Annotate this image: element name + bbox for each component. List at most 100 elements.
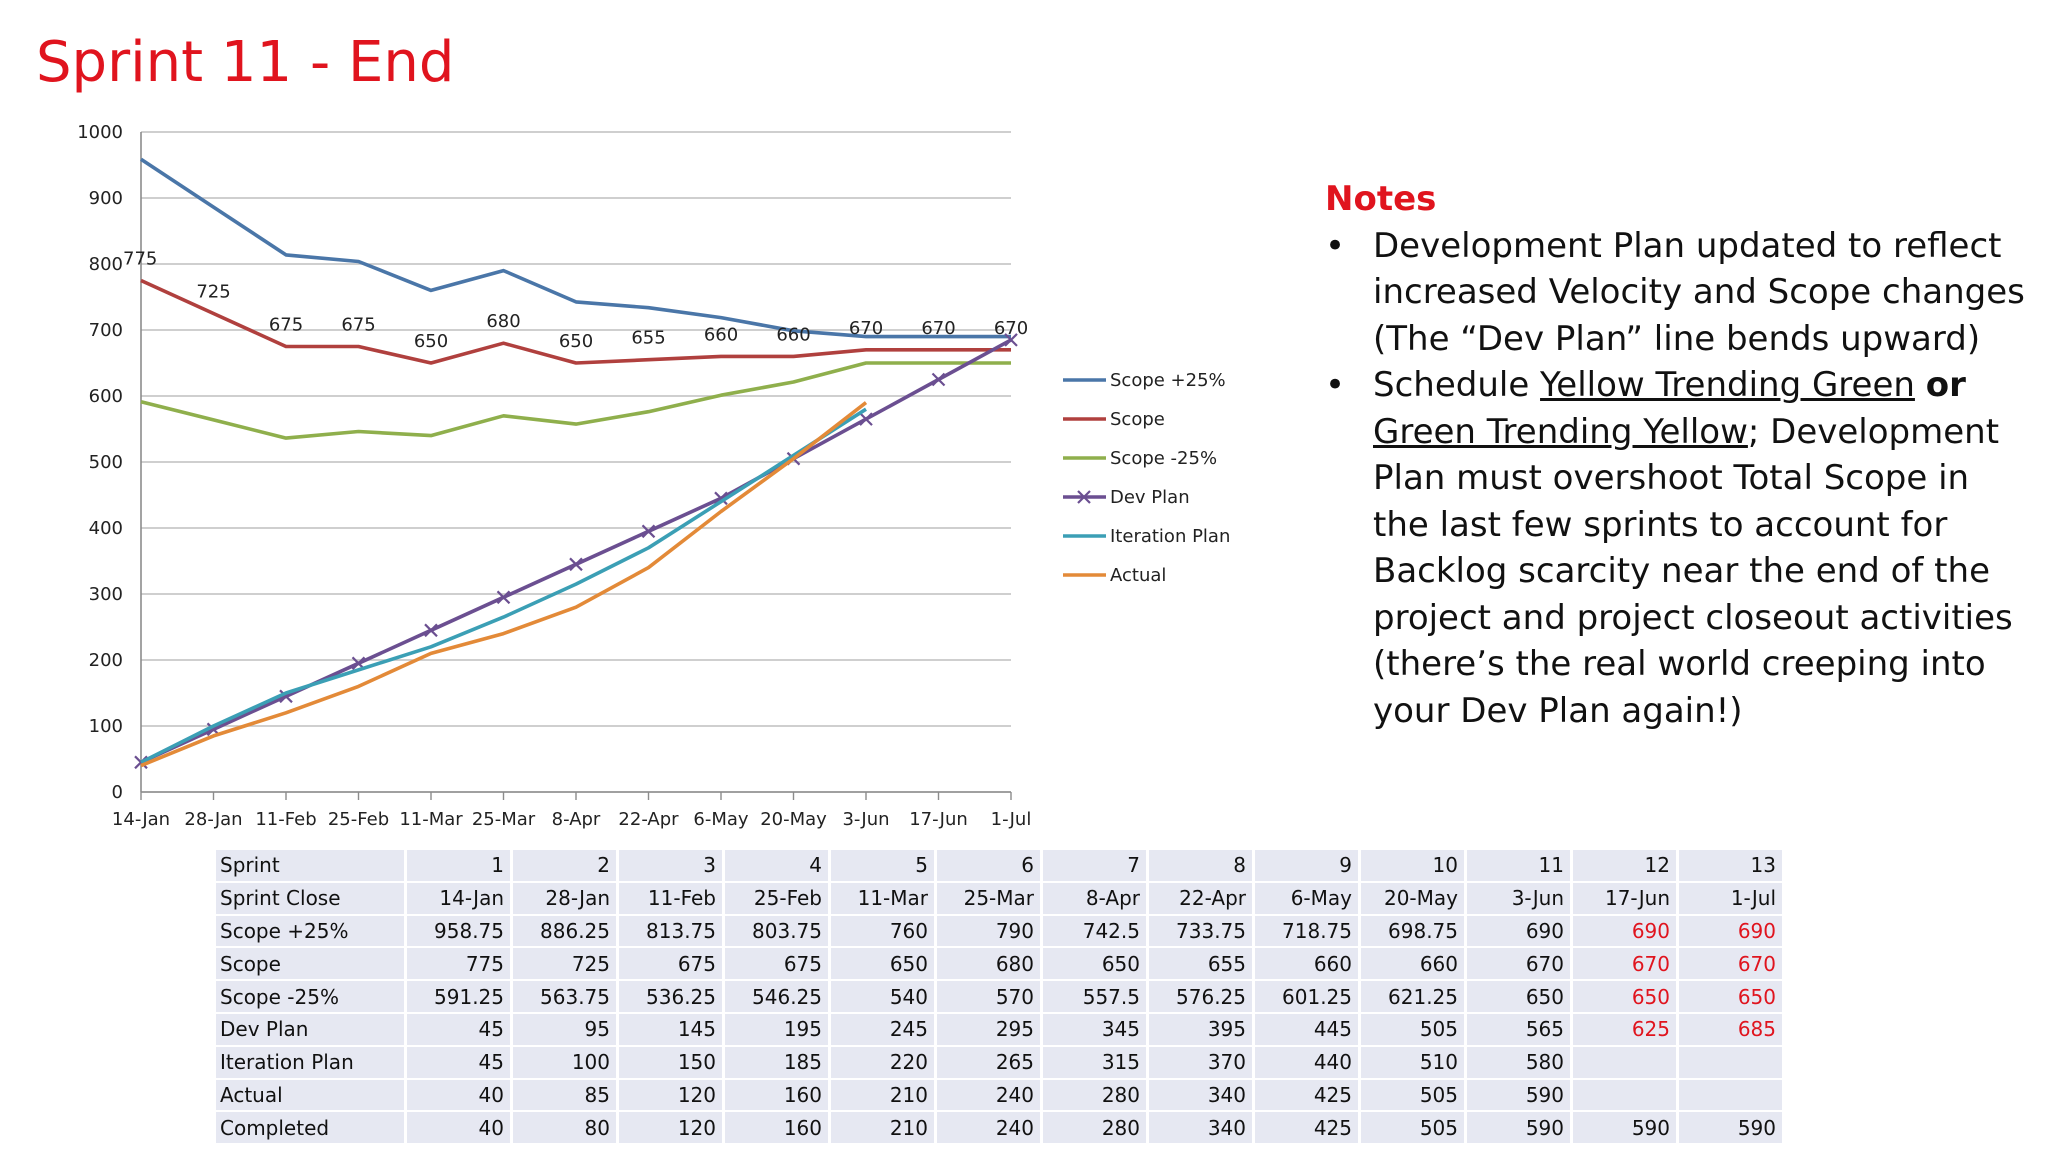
table-cell: 160 xyxy=(723,1111,831,1146)
bullet-icon: • xyxy=(1325,365,1346,405)
burnup-chart: 0 100 200 300 400 500 600 700 800 900 1000 14-Jan 28… xyxy=(77,122,1230,830)
table-cell: 580 xyxy=(1465,1045,1573,1080)
table-row-label: Sprint Close xyxy=(216,881,407,916)
table-cell: 8 xyxy=(1147,850,1255,883)
y-tick-label: 300 xyxy=(89,584,123,605)
x-marker xyxy=(496,590,511,605)
table-row-label: Actual xyxy=(216,1078,407,1113)
table-cell: 590 xyxy=(1465,1111,1573,1146)
notes-item-2-part: Schedule xyxy=(1373,365,1541,405)
table-cell: 563.75 xyxy=(511,980,619,1014)
x-marker xyxy=(859,412,873,426)
table-cell: 813.75 xyxy=(617,914,725,949)
table-cell: 8-Apr xyxy=(1041,881,1149,916)
series-line-actual xyxy=(140,401,868,768)
x-marker xyxy=(424,623,438,638)
table-cell: 120 xyxy=(617,1111,725,1146)
y-tick-label: 0 xyxy=(112,782,123,803)
sprint-data-table: Sprint 1 2 3 4 5 6 7 8 9 10 11 12 13 Sprint Close 14-Ja… xyxy=(216,850,1785,1146)
notes-green-trending-yellow: Green Trending Yellow xyxy=(1373,411,1748,452)
x-marker xyxy=(1004,333,1018,347)
y-tick-label: 400 xyxy=(89,518,123,539)
table-cell: 660 xyxy=(1359,947,1467,982)
data-point-dev-plan xyxy=(569,557,583,572)
legend-label: Scope xyxy=(1110,409,1165,430)
table-cell: 295 xyxy=(935,1012,1043,1047)
table-row-label: Iteration Plan xyxy=(216,1045,407,1080)
table-cell: 85 xyxy=(511,1078,619,1113)
table-cell: 145 xyxy=(617,1012,725,1047)
table-cell: 445 xyxy=(1253,1012,1361,1047)
notes-item-2-part xyxy=(1915,365,1926,405)
table-cell: 120 xyxy=(617,1078,725,1113)
table-cell: 546.25 xyxy=(723,980,831,1014)
table-cell xyxy=(1571,1078,1679,1113)
data-label-scope: 660 xyxy=(776,324,810,345)
x-marker xyxy=(931,372,946,387)
data-label-scope: 660 xyxy=(704,324,738,345)
legend-entry-iteration-plan: Iteration Plan xyxy=(1063,526,1230,547)
x-tick-label: 1-Jul xyxy=(991,809,1032,830)
table-cell: 590 xyxy=(1677,1111,1785,1146)
x-tick-label: 22-Apr xyxy=(618,809,679,830)
table-row: Sprint 1 2 3 4 5 6 7 8 9 10 11 12 13 xyxy=(216,850,1785,883)
table-cell: 2 xyxy=(511,850,619,883)
table-cell: 345 xyxy=(1041,1012,1149,1047)
table-cell: 590 xyxy=(1465,1078,1573,1113)
x-tick-label: 14-Jan xyxy=(112,809,170,830)
chart-legend: Scope +25% Scope Scope -25% Dev Plan Iterati… xyxy=(1063,370,1230,586)
table-cell: 690 xyxy=(1677,914,1785,949)
table-cell: 6 xyxy=(935,850,1043,883)
table-cell: 1-Jul xyxy=(1677,881,1785,916)
notes-item-2-part: ; Development Plan must overshoot Total … xyxy=(1373,411,2013,731)
table-cell: 25-Feb xyxy=(723,881,831,916)
data-label-scope: 675 xyxy=(269,315,303,336)
table-cell xyxy=(1571,1045,1679,1080)
y-tick-label: 800 xyxy=(89,254,123,275)
table-cell: 28-Jan xyxy=(511,881,619,916)
table-cell: 370 xyxy=(1147,1045,1255,1080)
data-point-dev-plan xyxy=(424,623,438,638)
table-cell: 240 xyxy=(935,1078,1043,1113)
series-line-scope-25 xyxy=(140,361,1011,440)
table-cell: 11-Feb xyxy=(617,881,725,916)
table-cell: 510 xyxy=(1359,1045,1467,1080)
table-cell: 11 xyxy=(1465,850,1573,883)
table-cell: 14-Jan xyxy=(405,881,513,916)
table-cell: 100 xyxy=(511,1045,619,1080)
legend-label: Dev Plan xyxy=(1110,487,1190,508)
series-line-iteration-plan xyxy=(140,407,867,764)
table-cell: 9 xyxy=(1253,850,1361,883)
table-cell: 5 xyxy=(829,850,937,883)
table-cell: 245 xyxy=(829,1012,937,1047)
table-cell: 150 xyxy=(617,1045,725,1080)
data-label-scope: 775 xyxy=(123,249,157,270)
table-cell: 742.5 xyxy=(1041,914,1149,949)
data-label-scope: 725 xyxy=(196,282,230,303)
data-label-scope: 655 xyxy=(631,328,665,349)
table-cell: 25-Mar xyxy=(935,881,1043,916)
table-cell: 425 xyxy=(1253,1111,1361,1146)
table-cell: 17-Jun xyxy=(1571,881,1679,916)
table-cell: 601.25 xyxy=(1253,980,1361,1014)
table-cell: 760 xyxy=(829,914,937,949)
table-cell: 4 xyxy=(723,850,831,883)
table-row-label: Completed xyxy=(216,1111,407,1146)
table-row-label: Scope +25% xyxy=(216,914,407,949)
table-cell: 210 xyxy=(829,1078,937,1113)
table-cell: 675 xyxy=(617,947,725,982)
table-cell: 220 xyxy=(829,1045,937,1080)
table-row: Iteration Plan 45 100 150 185 220 265 315 370 440… xyxy=(216,1045,1785,1080)
table-cell: 1 xyxy=(405,850,513,883)
legend-label: Scope -25% xyxy=(1110,448,1217,469)
notes-heading: Notes xyxy=(1325,179,1437,219)
notes-item-2: • Schedule Yellow Trending Green or Green… xyxy=(1325,362,2025,734)
table-cell: 95 xyxy=(511,1012,619,1047)
table-cell: 958.75 xyxy=(405,914,513,949)
table-cell: 80 xyxy=(511,1111,619,1146)
x-tick-label: 25-Feb xyxy=(328,809,389,830)
x-tick-label: 6-May xyxy=(693,809,749,830)
table-cell: 565 xyxy=(1465,1012,1573,1047)
table-cell: 22-Apr xyxy=(1147,881,1255,916)
table-row-label: Dev Plan xyxy=(216,1012,407,1047)
